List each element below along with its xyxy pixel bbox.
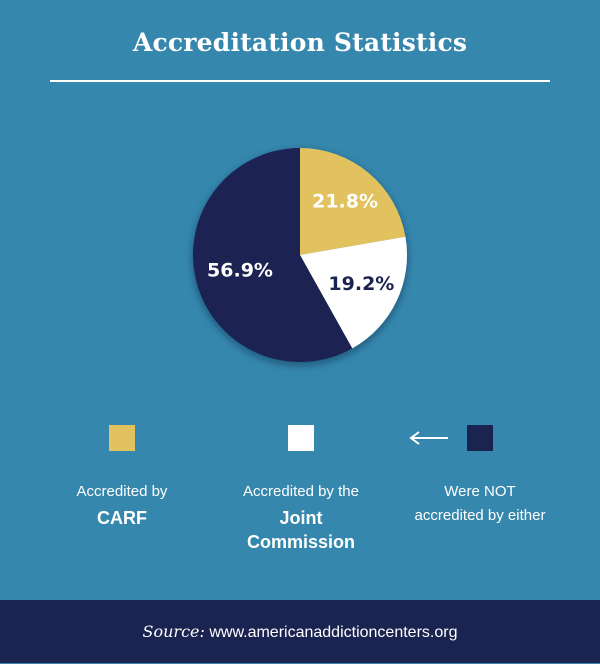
legend-label-not-accredited: Were NOT accredited by either — [390, 480, 570, 528]
legend-swatch-joint-commission — [288, 425, 314, 451]
pie-label-joint-commission: 19.2% — [328, 273, 394, 295]
legend-neither-line1: Were NOT — [444, 483, 516, 500]
left-arrow-icon — [409, 431, 448, 445]
legend-neither-line2: accredited by either — [414, 507, 546, 524]
pie-slice-not-accredited — [192, 148, 353, 362]
legend-swatch-not-accredited — [467, 425, 493, 451]
legend-carf-line1: Accredited by — [76, 483, 168, 500]
legend-joint-line3: Commission — [246, 532, 356, 552]
legend-swatch-carf — [109, 425, 135, 451]
title-divider — [50, 80, 550, 82]
legend-label-carf: Accredited by CARF — [32, 480, 212, 530]
pie-slices — [192, 148, 407, 362]
pie-slice-carf — [300, 148, 406, 255]
legend-carf-line2: CARF — [97, 508, 147, 528]
page-title: Accreditation Statistics — [132, 28, 468, 57]
legend-joint-line1: Accredited by the — [243, 483, 359, 500]
pie-label-carf: 21.8% — [312, 190, 378, 212]
source-footer: Source: www.americanaddictioncenters.org — [0, 600, 600, 663]
source-url: www.americanaddictioncenters.org — [209, 624, 458, 641]
source-label: Source: — [142, 622, 205, 641]
pie-slice-joint-commission — [300, 236, 407, 349]
legend-label-joint-commission: Accredited by the Joint Commission — [211, 480, 391, 554]
legend-joint-line2: Joint — [279, 508, 323, 528]
pie-label-not-accredited: 56.9% — [207, 260, 273, 282]
pie-chart-svg: 21.8% 19.2% 56.9% — [192, 148, 407, 362]
pie-chart: 21.8% 19.2% 56.9% — [180, 135, 420, 375]
